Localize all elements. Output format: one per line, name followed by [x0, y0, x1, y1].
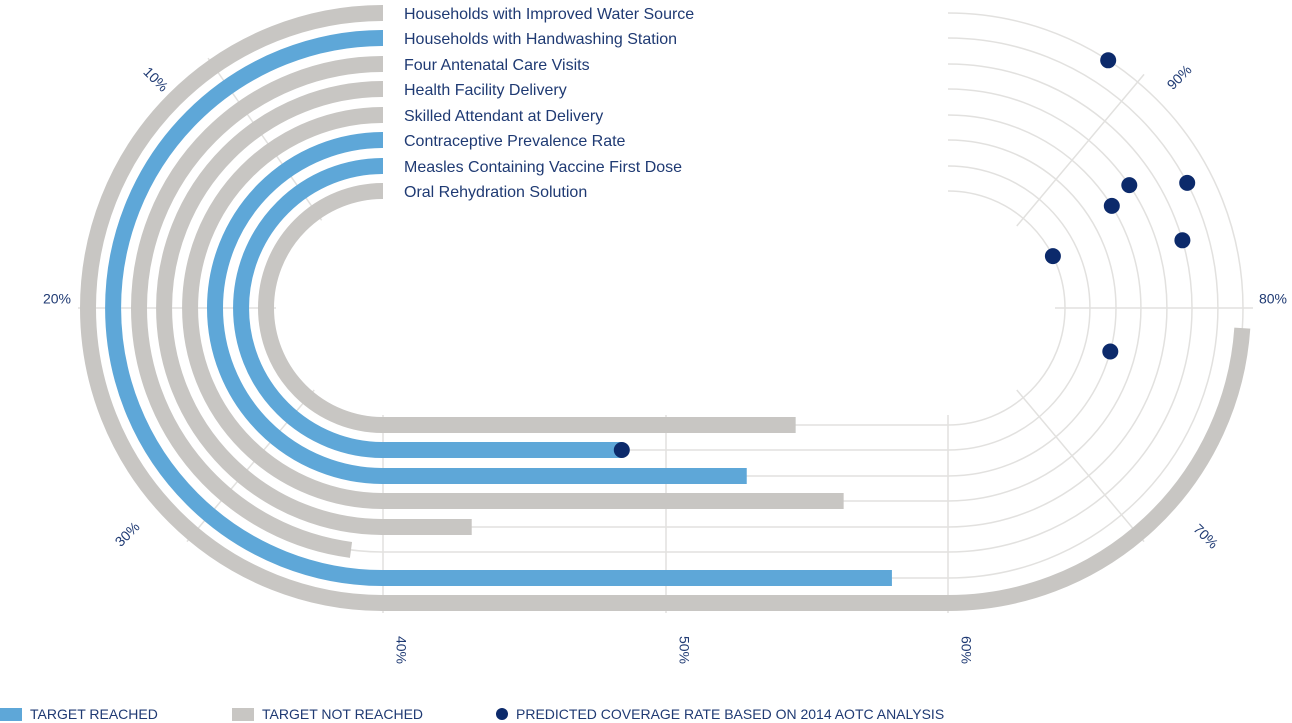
axis-tick-label-30: 30%: [112, 519, 143, 550]
legend-item-predicted: PREDICTED COVERAGE RATE BASED ON 2014 AO…: [496, 706, 944, 722]
predicted-dot-1: [1179, 174, 1196, 191]
axis-tick-label-80: 80%: [1259, 291, 1287, 307]
predicted-dot-2: [1174, 232, 1191, 249]
category-label-6: Measles Containing Vaccine First Dose: [404, 159, 682, 176]
axis-tick-label-70: 70%: [1190, 521, 1221, 552]
category-label-1: Households with Handwashing Station: [404, 31, 677, 48]
legend-swatch-predicted: [496, 708, 508, 720]
axis-spokes: [78, 57, 1253, 613]
value-bars: [80, 5, 1251, 611]
predicted-dot-3: [1121, 177, 1138, 194]
legend-label-not-reached: TARGET NOT REACHED: [262, 706, 424, 722]
legend-label-predicted: PREDICTED COVERAGE RATE BASED ON 2014 AO…: [516, 706, 945, 722]
axis-tick-label-20: 20%: [43, 291, 71, 307]
bar-2: [131, 56, 1200, 560]
bar-7: [258, 183, 1073, 433]
predicted-dot-0: [1100, 52, 1117, 69]
category-label-2: Four Antenatal Care Visits: [404, 57, 590, 74]
predicted-markers: [613, 52, 1196, 458]
bar-5: [207, 132, 1124, 484]
legend-item-reached: TARGET REACHED: [0, 706, 158, 722]
legend-label-reached: TARGET REACHED: [30, 706, 158, 722]
axis-spoke-90: [1016, 73, 1145, 227]
predicted-dot-4: [1103, 197, 1120, 214]
predicted-dot-5: [1102, 343, 1119, 360]
category-label-5: Contraceptive Prevalence Rate: [404, 133, 626, 150]
track-6: [240, 165, 1091, 451]
bar-6: [233, 158, 1098, 458]
legend-swatch-reached: [0, 707, 22, 721]
category-label-3: Health Facility Delivery: [404, 82, 567, 99]
axis-tick-label-90: 90%: [1164, 62, 1195, 93]
legend: TARGET REACHED TARGET NOT REACHED PREDIC…: [0, 703, 1292, 723]
predicted-dot-6: [613, 442, 630, 458]
axis-tick-label-10: 10%: [140, 64, 171, 95]
category-label-4: Skilled Attendant at Delivery: [404, 108, 603, 125]
bar-0: [80, 5, 1251, 611]
axis-tick-label-60: 60%: [958, 636, 974, 664]
category-label-7: Oral Rehydration Solution: [404, 184, 587, 201]
axis-spoke-70: [1016, 389, 1145, 543]
bar-1: [105, 30, 1226, 586]
axis-tick-label-40: 40%: [393, 636, 409, 664]
bar-3: [156, 81, 1175, 535]
predicted-dot-7: [1044, 248, 1061, 265]
legend-swatch-not-reached: [232, 707, 254, 721]
category-label-0: Households with Improved Water Source: [404, 6, 694, 23]
legend-item-not-reached: TARGET NOT REACHED: [232, 706, 423, 722]
bar-4: [182, 107, 1149, 509]
category-labels: Households with Improved Water Source Hou…: [404, 6, 694, 201]
axis-tick-label-50: 50%: [676, 636, 692, 664]
track-7: [265, 190, 1066, 426]
